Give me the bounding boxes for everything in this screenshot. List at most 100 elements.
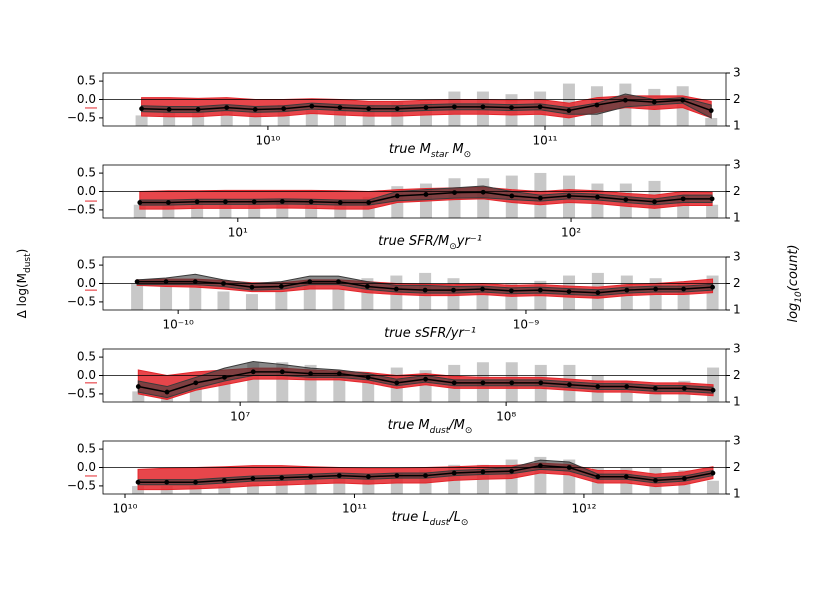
y-tick-label: −0.5 [67,294,96,308]
median-point [480,189,486,195]
median-point [221,281,226,286]
median-point [221,477,227,483]
count-bar [218,486,231,494]
plot-area [103,172,726,218]
y-axis-label-part: ) [15,249,29,254]
x-axis-label-part: /L [448,510,461,525]
count-bar [189,283,202,310]
median-point [164,479,170,485]
median-point [365,374,371,380]
median-point [423,376,428,382]
median-point [423,473,428,478]
x-axis-label: true sSFR/yr⁻¹ [384,326,476,341]
median-point [223,199,228,205]
median-point [566,289,572,294]
median-point [278,284,284,289]
y2-tick-label: 1 [733,303,741,317]
median-point [222,374,227,380]
plot-area [103,272,726,310]
y-tick-label: −0.5 [67,478,96,492]
median-point [681,385,687,391]
median-point [710,387,716,393]
x-tick-label: 10¹¹ [533,134,558,148]
median-point [224,105,230,110]
median-point [194,199,200,205]
median-point [681,476,687,481]
x-axis-label-part: ⊙ [461,518,469,528]
y-tick-label: 0.0 [77,184,96,198]
median-point [509,468,515,474]
median-point [567,382,572,388]
median-point [165,200,171,205]
median-point [480,469,486,475]
median-point [508,288,514,294]
median-point [134,279,140,285]
median-point [251,199,257,205]
y-tick-label: −0.5 [67,202,96,216]
y2-tick-label: 1 [733,395,741,409]
median-point [135,384,141,389]
x-tick-label: 10² [561,226,581,240]
y2-tick-label: 1 [733,119,741,133]
median-point [193,479,198,485]
y-tick-label: 0.0 [77,92,96,106]
panel: −0.5 0.0 0.5 1 2 3 10⁻¹⁰ 10⁻⁹ [67,250,741,332]
y2-tick-label: 3 [733,342,741,356]
median-point [166,107,172,112]
median-point [193,380,199,386]
count-bar [132,391,145,402]
x-axis-label-part: star [431,150,450,160]
median-point [509,105,514,110]
median-point [538,380,544,386]
y2-axis-label-part: 10 [794,291,804,303]
median-point [394,473,400,478]
median-point [537,195,543,201]
median-point [423,192,429,197]
median-point [624,384,630,389]
median-point [394,106,400,112]
median-point [537,104,543,110]
x-axis-label-part: true M [389,142,431,157]
median-point [451,470,457,476]
median-point [336,279,341,285]
median-point [252,107,258,112]
median-point [709,196,715,202]
median-point [623,197,629,202]
count-bar [160,286,173,310]
y2-tick-label: 3 [733,434,741,448]
median-point [595,194,600,200]
median-point [308,199,314,205]
y-tick-label: 0.5 [77,166,96,180]
median-point [452,190,457,196]
count-bar [706,204,719,218]
x-tick-label: 10¹² [571,502,596,516]
median-point [480,104,486,110]
y2-axis-label-part: (count) [786,244,801,291]
x-axis-label-part: /M [448,418,465,433]
median-point [708,108,714,113]
panel: −0.5 0.0 0.5 1 2 3 10¹⁰ 10¹¹ 10¹² [67,434,741,516]
x-tick-label: 10¹⁰ [255,134,280,148]
median-point [308,474,314,480]
count-bar [275,291,288,310]
plot-area [103,83,726,126]
median-point [509,193,515,199]
y-tick-label: −0.5 [67,386,96,400]
count-bar [332,288,345,310]
median-point [281,106,287,112]
panel: −0.5 0.0 0.5 1 2 3 10⁷ 10⁸ [67,342,741,424]
median-point [595,384,601,389]
count-bar [131,283,144,310]
panel: −0.5 0.0 0.5 1 2 3 10¹ 10² [67,158,741,240]
x-axis-label-part: true M [388,418,430,433]
plot-area [103,456,726,494]
count-bar [705,118,718,126]
median-point [651,99,657,105]
x-axis-label-part: true L [392,510,430,525]
median-point [422,287,428,293]
x-axis-label: true Mstar M⊙ [389,142,471,160]
y2-tick-label: 1 [733,487,741,501]
x-tick-label: 10⁻⁹ [513,318,540,332]
median-point [279,199,285,204]
